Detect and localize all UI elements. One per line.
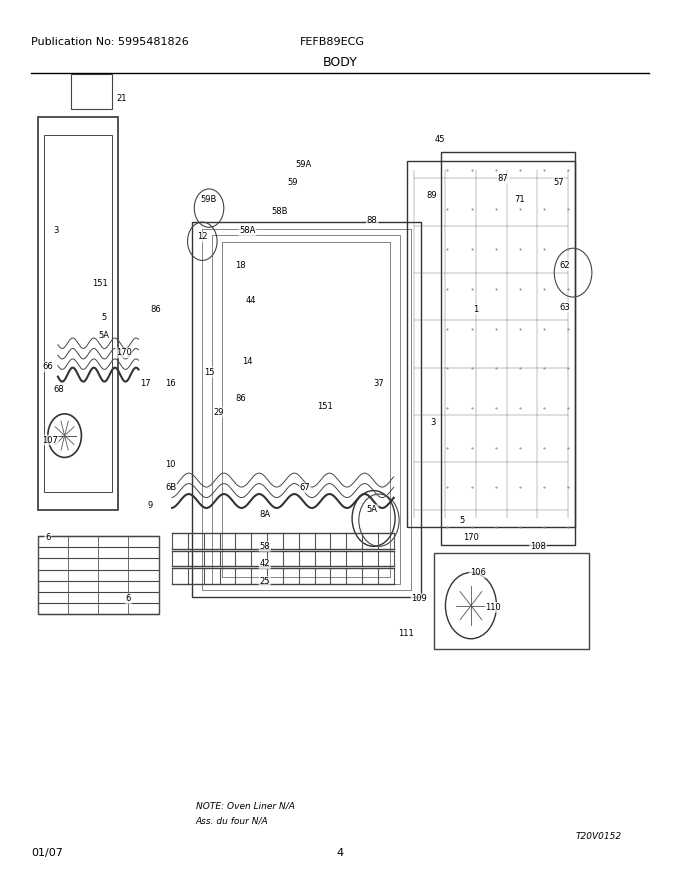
Text: 110: 110 [486,603,501,612]
Text: 63: 63 [560,303,571,312]
Text: 67: 67 [300,483,311,493]
Text: 62: 62 [560,261,571,270]
Text: 15: 15 [204,368,214,377]
Text: 108: 108 [530,542,546,551]
Text: 45: 45 [434,135,445,143]
Text: FEFB89ECG: FEFB89ECG [300,37,364,48]
Text: 59B: 59B [201,195,217,204]
Text: T20V0152: T20V0152 [576,832,622,841]
Text: 151: 151 [318,402,333,411]
Text: 109: 109 [411,594,427,603]
Text: 151: 151 [92,279,107,288]
Text: 170: 170 [116,348,132,357]
Text: 58B: 58B [271,207,288,216]
Text: 5A: 5A [98,331,109,340]
Text: 42: 42 [260,560,270,568]
Text: 59A: 59A [295,160,311,169]
Text: 6B: 6B [165,483,176,493]
Text: 3: 3 [430,418,435,427]
Text: 170: 170 [463,533,479,542]
Text: 66: 66 [42,363,53,371]
Text: 10: 10 [165,460,176,469]
Text: 71: 71 [515,195,526,204]
Text: Ass. du four N/A: Ass. du four N/A [196,817,268,825]
Text: 58A: 58A [239,226,256,235]
Text: 86: 86 [235,393,246,403]
Text: 59: 59 [288,179,299,187]
Text: 89: 89 [426,192,437,201]
Text: 4: 4 [337,848,343,858]
Text: 21: 21 [116,94,127,103]
Text: 1: 1 [473,304,478,314]
Text: 3: 3 [53,226,58,235]
Text: 106: 106 [470,568,486,577]
Text: 17: 17 [140,379,150,388]
Text: 6: 6 [126,594,131,603]
Text: 14: 14 [242,357,252,366]
Text: 5A: 5A [367,505,378,514]
Text: 5: 5 [101,313,106,322]
Text: 16: 16 [165,379,176,388]
Text: 37: 37 [373,379,384,388]
Text: 57: 57 [553,179,564,187]
Text: BODY: BODY [322,56,358,70]
Text: 12: 12 [197,232,207,241]
Text: Publication No: 5995481826: Publication No: 5995481826 [31,37,189,48]
Text: 9: 9 [148,501,153,510]
Text: 58: 58 [260,542,270,551]
Text: 8A: 8A [259,510,271,518]
Text: 44: 44 [246,296,256,305]
Text: 6: 6 [45,533,50,542]
Text: 87: 87 [498,174,509,183]
Text: 107: 107 [42,436,58,444]
Text: 25: 25 [260,576,270,586]
Text: 86: 86 [150,304,160,314]
Text: 29: 29 [214,407,224,416]
Text: NOTE: Oven Liner N/A: NOTE: Oven Liner N/A [196,802,294,810]
Text: 18: 18 [235,261,246,270]
Text: 111: 111 [398,629,413,638]
Text: 68: 68 [54,385,65,394]
Text: 88: 88 [367,216,377,224]
Text: 01/07: 01/07 [31,848,63,858]
Text: 5: 5 [460,516,465,524]
